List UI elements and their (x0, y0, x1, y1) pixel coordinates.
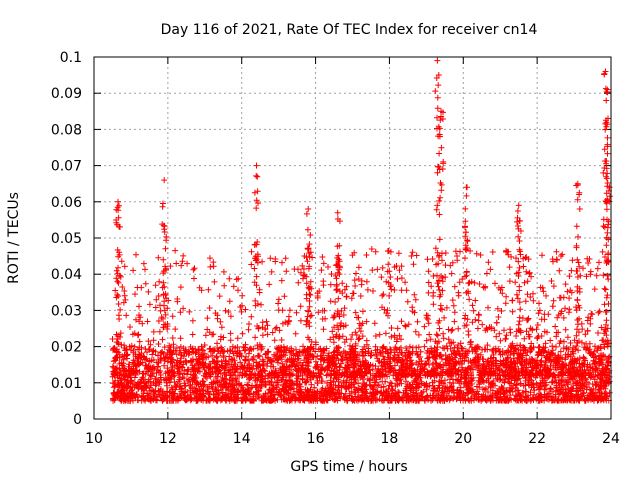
y-tick-label: 0 (73, 412, 82, 428)
x-tick-label: 22 (528, 431, 546, 447)
scatter-markers (109, 57, 613, 404)
y-tick-label: 0.01 (51, 376, 82, 392)
y-tick-label: 0.03 (51, 303, 82, 319)
x-tick-label: 10 (85, 431, 103, 447)
chart-title: Day 116 of 2021, Rate Of TEC Index for r… (161, 22, 538, 38)
y-axis-label: ROTI / TECUs (6, 192, 22, 284)
x-tick-label: 14 (233, 431, 251, 447)
plot-frame (93, 56, 612, 420)
x-tick-label: 20 (454, 431, 472, 447)
axis-ticks: 10 12 14 16 18 20 22 24 0 0.01 0.02 0.03 0.04 0.05 0.0… (51, 50, 620, 447)
data-points (109, 57, 613, 404)
x-axis-label: GPS time / hours (290, 459, 407, 475)
y-tick-label: 0.04 (51, 267, 82, 283)
x-tick-label: 12 (159, 431, 177, 447)
y-tick-label: 0.1 (60, 50, 82, 66)
y-tick-label: 0.07 (51, 159, 82, 175)
y-tick-label: 0.08 (51, 122, 82, 138)
y-tick-label: 0.09 (51, 86, 82, 102)
grid-lines (94, 57, 611, 419)
y-tick-label: 0.02 (51, 340, 82, 356)
x-tick-label: 16 (307, 431, 325, 447)
y-tick-label: 0.06 (51, 195, 82, 211)
x-tick-label: 18 (381, 431, 399, 447)
y-tick-label: 0.05 (51, 231, 82, 247)
x-tick-label: 24 (602, 431, 620, 447)
